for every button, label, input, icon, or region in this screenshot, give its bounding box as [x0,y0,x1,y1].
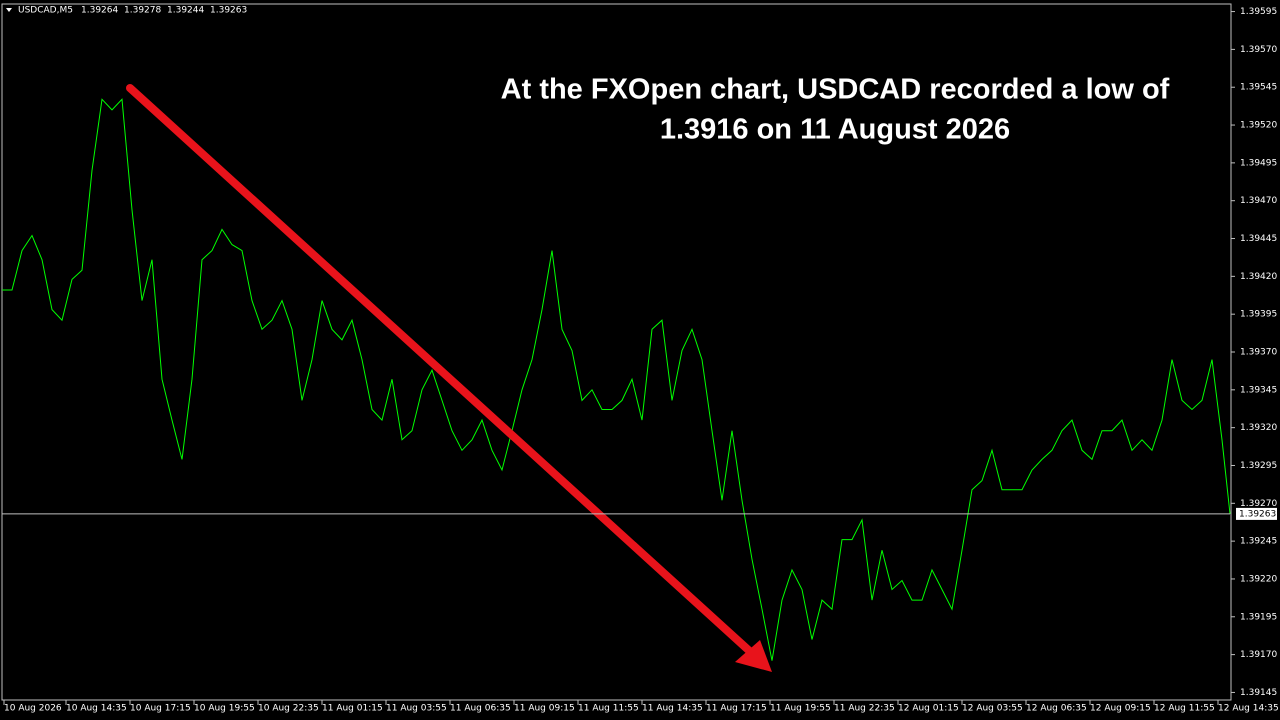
y-tick-label: 1.39520 [1240,121,1277,131]
x-tick-label: 11 Aug 17:15 [706,704,767,714]
header: USDCAD,M5 1.39264 1.39278 1.39244 1.39263 [18,6,247,16]
y-tick-label: 1.39270 [1240,499,1277,509]
x-tick-label: 12 Aug 03:55 [962,704,1023,714]
x-tick-label: 11 Aug 09:15 [514,704,575,714]
ohlc-value: 1.39278 [124,6,161,16]
annotation: 1.3916 on 11 August 2026 [660,114,1010,146]
last-price-label: 1.39263 [1239,509,1276,519]
x-tick-label: 12 Aug 14:35 [1218,704,1279,714]
x-tick-label: 11 Aug 01:15 [322,704,383,714]
y-tick-label: 1.39145 [1240,688,1277,698]
menu-triangle[interactable] [6,8,12,12]
y-tick-label: 1.39170 [1240,650,1277,660]
y-tick-label: 1.39245 [1240,537,1277,547]
arrow-head [735,640,772,672]
x-tick-label: 10 Aug 14:35 [66,704,127,714]
y-tick-label: 1.39195 [1240,612,1277,622]
y-tick-label: 1.39570 [1240,45,1277,55]
last-price-box [1236,507,1277,520]
plot [2,98,1231,661]
y-tick-label: 1.39345 [1240,385,1277,395]
x-tick-label: 11 Aug 11:55 [578,704,639,714]
x-tick-label: 11 Aug 22:35 [834,704,895,714]
ohlc-value: 1.39244 [167,6,204,16]
y-tick-label: 1.39320 [1240,423,1277,433]
x-tick-label: 11 Aug 03:55 [386,704,447,714]
ohlc-value: 1.39263 [210,6,247,16]
y-tick-label: 1.39445 [1240,234,1277,244]
arrow-shaft [126,84,759,660]
x-tick-label: 11 Aug 06:35 [450,704,511,714]
x-tick-label: 12 Aug 11:55 [1154,704,1215,714]
x-tick-label: 10 Aug 2026 [4,704,62,714]
x-tick-label: 10 Aug 19:55 [194,704,255,714]
y-tick-label: 1.39295 [1240,461,1277,471]
x-tick-label: 11 Aug 19:55 [770,704,831,714]
annotation: At the FXOpen chart, USDCAD recorded a l… [501,74,1170,106]
y-tick-label: 1.39395 [1240,310,1277,320]
x-tick-label: 12 Aug 01:15 [898,704,959,714]
y-tick-label: 1.39545 [1240,83,1277,93]
y-tick-label: 1.39470 [1240,196,1277,206]
price-line [2,98,1231,661]
x-tick-label: 12 Aug 09:15 [1090,704,1151,714]
y-tick-label: 1.39595 [1240,7,1277,17]
y-tick-label: 1.39370 [1240,348,1277,358]
y-tick-label: 1.39420 [1240,272,1277,282]
symbol: USDCAD,M5 [18,6,73,16]
y-tick-label: 1.39495 [1240,158,1277,168]
y-tick-label: 1.39220 [1240,574,1277,584]
ohlc-value: 1.39264 [81,6,118,16]
x-tick-label: 10 Aug 22:35 [258,704,319,714]
x-tick-label: 11 Aug 14:35 [642,704,703,714]
x-tick-label: 12 Aug 06:35 [1026,704,1087,714]
x-tick-label: 10 Aug 17:15 [130,704,191,714]
